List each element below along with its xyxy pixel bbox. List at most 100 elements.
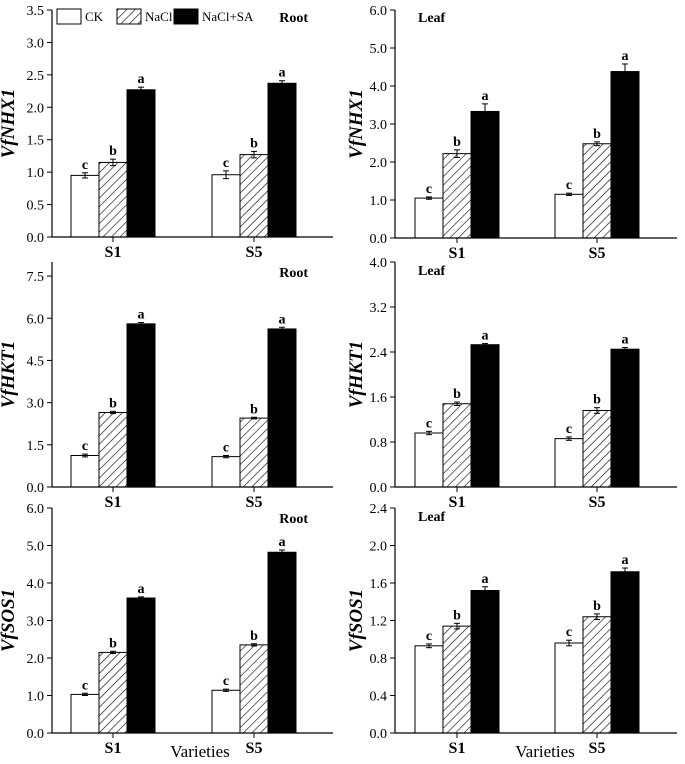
x-tick-label-s5: S5 [589,245,606,262]
bar-ck-s1 [70,174,100,238]
significance-label: a [622,49,629,64]
bar-nacl-s5 [239,644,269,734]
significance-label: c [82,678,88,693]
significance-label: a [279,66,286,81]
y-tick-label: 1.0 [27,166,45,181]
significance-label: c [223,674,229,689]
y-tick-label: 5.0 [27,540,45,555]
x-tick-label-s1: S1 [449,494,466,511]
y-axis-label: VfHKT1 [346,341,367,409]
tissue-label: Root [279,266,308,281]
bar-nacl-s1 [442,153,472,239]
y-tick-label: 3.2 [370,301,388,316]
significance-label: a [622,553,629,568]
significance-label: a [482,329,489,344]
x-tick-label-s5: S5 [246,740,263,757]
chart-panel-top-right: c c b b a a 0.0 1.0 2.0 3.0 4.0 5.0 6.0 S1 S5 VfNHX1 Lea… [346,4,677,262]
y-tick-label: 2.5 [27,69,45,84]
bar-nacl-s1 [442,625,472,734]
significance-label: a [138,582,145,597]
bar-ck-s1 [70,693,100,734]
x-tick-label-s1: S1 [105,494,122,511]
bar-ck-s5 [554,193,584,239]
bar-nacl-sa-s5 [610,571,640,734]
chart-panel-bottom-left: c c b b a a 0.0 1.0 2.0 3.0 4.0 5.0 6.0 S1 S5 VfSOS1 Roo… [0,502,333,757]
y-tick-label: 6.0 [370,4,388,19]
legend-swatch-nacl [116,8,142,25]
x-tick-label-s1: S1 [105,244,122,261]
y-axis-label: VfSOS1 [0,589,19,652]
significance-label: a [279,312,286,327]
y-tick-label: 1.5 [27,134,45,149]
significance-label: a [138,72,145,87]
significance-label: a [482,89,489,104]
bar-ck-s5 [211,456,241,488]
y-tick-label: 1.6 [370,391,388,406]
bar-ck-s5 [211,174,241,238]
significance-label: c [82,439,88,454]
legend-label-nacl-sa: NaCl+SA [202,9,254,24]
y-axis-label: VfSOS1 [346,589,367,652]
bar-nacl-s1 [98,161,128,238]
x-axis-label-left: Varieties [170,742,229,761]
y-tick-label: 0.5 [27,199,45,214]
significance-label: c [223,441,229,456]
y-tick-label: 1.0 [27,690,45,705]
y-tick-label: 6.0 [27,312,45,327]
y-tick-label: 4.0 [27,577,45,592]
bar-ck-s1 [414,645,444,734]
significance-label: b [250,629,258,644]
bar-ck-s1 [70,455,100,488]
y-tick-label: 2.4 [370,346,388,361]
significance-label: a [279,535,286,550]
y-tick-label: 6.0 [27,502,45,517]
significance-label: c [566,625,572,640]
significance-label: b [453,387,461,402]
bar-nacl-s5 [582,143,612,239]
y-tick-label: 0.0 [370,727,388,742]
significance-label: b [593,393,601,408]
bar-nacl-sa-s5 [267,328,297,488]
x-tick-label-s1: S1 [449,245,466,262]
legend-label-nacl: NaCl [145,9,173,24]
y-tick-label: 3.5 [27,4,45,19]
y-tick-label: 1.6 [370,577,388,592]
legend-label-ck: CK [85,9,104,24]
y-tick-label: 1.5 [27,439,45,454]
chart-panels: c c b b a a 0.0 0.5 1.0 1.5 2.0 2.5 3.0 3.5 S1 S5 VfNHX1… [0,4,677,757]
x-tick-label-s1: S1 [105,740,122,757]
bar-nacl-sa-s5 [610,348,640,488]
y-tick-label: 4.5 [27,354,45,369]
x-tick-label-s5: S5 [246,244,263,261]
y-tick-label: 1.2 [370,615,388,630]
significance-label: b [453,608,461,623]
bar-nacl-s1 [98,411,128,488]
significance-label: c [426,416,432,431]
y-tick-label: 0.0 [27,481,45,496]
y-axis-label: VfNHX1 [0,89,19,159]
bar-nacl-sa-s1 [126,323,156,488]
chart-panel-middle-right: c c b b a a 0.0 0.8 1.6 2.4 3.2 4.0 S1 S5 VfHKT1 Leaf [346,256,677,511]
legend-swatch-ck [56,8,82,25]
y-tick-label: 0.0 [27,727,45,742]
chart-panel-middle-left: c c b b a a 0.0 1.5 3.0 4.5 6.0 7.5 S1 S5 VfHKT1 Root [0,262,333,511]
significance-label: b [593,127,601,142]
x-tick-label-s5: S5 [589,740,606,757]
y-tick-label: 0.8 [370,652,388,667]
y-tick-label: 0.4 [370,690,388,705]
bar-ck-s1 [414,432,444,488]
y-tick-label: 3.0 [27,36,45,51]
x-tick-label-s1: S1 [449,740,466,757]
bar-nacl-sa-s1 [470,344,500,488]
bar-nacl-sa-s5 [267,551,297,734]
significance-label: b [250,402,258,417]
bar-ck-s5 [211,689,241,734]
tissue-label: Leaf [418,510,446,525]
tissue-label: Leaf [418,264,446,279]
y-tick-label: 0.0 [370,232,388,247]
y-tick-label: 3.0 [27,615,45,630]
legend: CK NaCl NaCl+SA [56,8,254,25]
significance-label: b [109,396,117,411]
bar-ck-s1 [414,197,444,239]
